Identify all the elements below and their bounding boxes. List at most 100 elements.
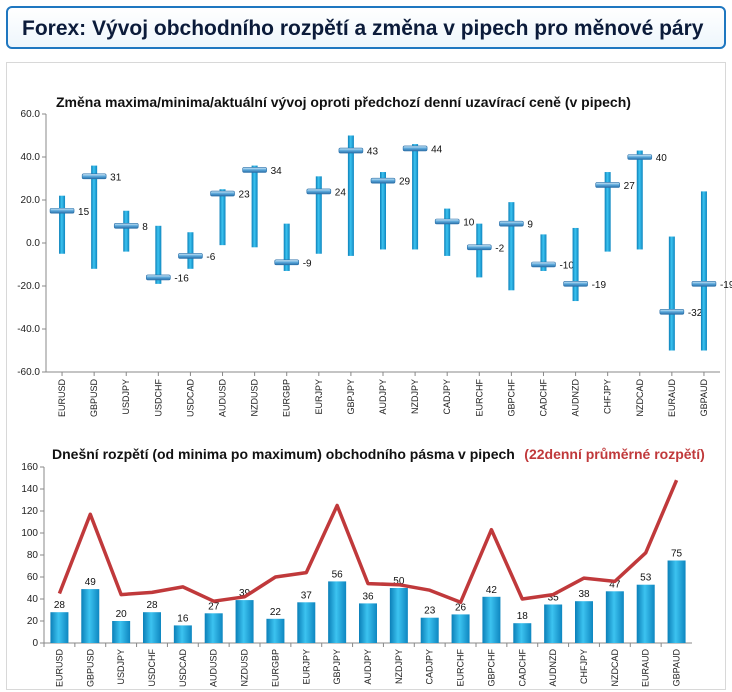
chart2-data-label: 38 <box>578 589 590 600</box>
chart1-data-label: 24 <box>335 187 347 198</box>
chart1-current-marker <box>499 220 524 227</box>
chart1-x-tick-label: NZDUSD <box>250 379 260 417</box>
chart1-current-marker <box>113 223 139 229</box>
chart2-data-label: 50 <box>393 576 405 587</box>
chart1-x-tick-label: GBPAUD <box>699 379 709 417</box>
chart1-x-tick-label: EURCHF <box>474 378 484 416</box>
chart1-data-label: -16 <box>174 273 189 284</box>
chart1-data-label: -2 <box>495 243 504 254</box>
chart1-range-bar <box>476 223 483 278</box>
chart1-range-bar <box>283 223 290 271</box>
chart2-x-tick-label: USDCAD <box>178 649 188 688</box>
chart2-bar <box>328 581 347 643</box>
chart2-x-tick-label: GBPAUD <box>672 649 682 687</box>
chart1-range-bar <box>347 135 354 256</box>
chart1-current-marker <box>242 167 267 173</box>
chart1-range-bar <box>540 234 547 271</box>
chart1-current-marker <box>146 274 171 281</box>
chart2-y-tick-label: 80 <box>27 550 39 561</box>
chart1-current-marker <box>434 218 460 225</box>
chart2-data-label: 20 <box>116 609 128 620</box>
chart1-data-label: -19 <box>720 280 732 291</box>
chart1-range-bar <box>91 165 98 269</box>
chart1-axes: 60.0 40.0 20.0 0.0 -20.0 -40.0 -60.0 EURUSD GBPU… <box>17 109 720 417</box>
chart1-data-label: 43 <box>367 147 379 158</box>
chart1-range-bar <box>219 189 226 246</box>
chart2-bar <box>513 623 532 643</box>
chart2-x-tick-label: EURAUD <box>641 649 651 688</box>
chart1-x-tick-label: GBPUSD <box>89 379 99 418</box>
chart2-title: Dnešní rozpětí (od minima po maximum) ob… <box>52 446 705 463</box>
chart2-x-tick-label: EURUSD <box>54 649 64 688</box>
chart2-y-tick-label: 140 <box>21 484 38 495</box>
chart1-range-bar <box>572 227 579 302</box>
chart1-data-label: -32 <box>688 308 703 319</box>
chart1-x-tick-label: AUDUSD <box>218 379 228 418</box>
chart1-data-label: 40 <box>656 153 668 164</box>
chart1-current-marker <box>274 259 300 266</box>
chart1-current-marker <box>178 253 203 259</box>
chart1-x-tick-label: USDJPY <box>121 379 131 415</box>
chart2-title-extra: (22denní průměrné rozpětí) <box>524 446 704 462</box>
chart2-x-tick-label: EURGBP <box>270 649 280 687</box>
chart2-bar <box>667 560 686 643</box>
chart2-x-tick-label: CADCHF <box>517 648 527 686</box>
chart2-bar <box>112 621 131 643</box>
chart1-current-marker <box>210 190 235 197</box>
chart2-data-label: 27 <box>208 601 220 612</box>
chart1-y-tick-label: 20.0 <box>21 195 41 206</box>
chart1-data-label: -10 <box>559 261 574 272</box>
chart2-axes: 160 140 120 100 80 60 40 20 0 EURUSD GBPUSD USDJPY U… <box>21 462 692 687</box>
chart1-data-label: 34 <box>271 166 283 177</box>
chart2-y-tick-label: 160 <box>21 462 38 473</box>
chart2-title-main: Dnešní rozpětí (od minima po maximum) ob… <box>52 446 515 462</box>
chart1-x-tick-label: USDCAD <box>185 379 195 418</box>
chart2-x-tick-label: EURJPY <box>301 649 311 685</box>
chart2-data-label: 39 <box>239 588 251 599</box>
chart2-x-tick-label: AUDNZD <box>548 649 558 687</box>
chart1-range-bar <box>380 172 386 250</box>
chart1-x-tick-label: CADCHF <box>538 378 548 416</box>
chart1-current-marker <box>531 261 556 268</box>
chart1-current-marker <box>306 188 332 195</box>
chart1-range-bar <box>251 165 258 248</box>
chart1-range-bar <box>636 150 643 250</box>
chart1-current-marker <box>466 244 492 251</box>
chart2-bar <box>636 584 655 643</box>
chart2-bar <box>420 617 439 643</box>
chart1-range-bar <box>668 236 675 351</box>
chart1-range-bar <box>187 232 194 269</box>
chart1-current-marker <box>691 281 717 287</box>
chart2-bar <box>575 601 593 643</box>
chart2-data-label: 22 <box>270 607 282 618</box>
chart1-marks: 15 31 8 -16 -6 23 34 -9 24 43 29 44 10 -2 9 -10 -19 27 40 -… <box>49 135 732 351</box>
chart2-x-tick-label: AUDUSD <box>209 649 219 688</box>
chart1-x-tick-label: EURGBP <box>282 379 292 417</box>
chart2-bar <box>50 612 69 643</box>
chart2-data-label: 16 <box>177 613 189 624</box>
chart2-bar <box>143 612 161 643</box>
chart1-range-bar <box>59 195 66 254</box>
chart1-data-label: 44 <box>431 144 443 155</box>
chart2-bar <box>359 603 377 643</box>
chart2-data-label: 26 <box>455 602 467 613</box>
chart2-data-label: 75 <box>671 549 683 560</box>
chart1-current-marker <box>627 154 653 160</box>
chart2-bar <box>266 618 285 643</box>
chart1-range-bar <box>315 176 322 254</box>
chart2-data-label: 23 <box>424 606 436 617</box>
chart1-x-tick-label: NZDJPY <box>410 379 420 414</box>
chart1-range-bar <box>700 191 707 351</box>
chart1-data-label: 23 <box>239 190 251 201</box>
chart2-marks: 28 49 20 28 16 27 39 22 37 56 36 50 23 26 42 18 35 38 47 53… <box>50 479 686 643</box>
chart2-data-label: 18 <box>517 611 529 622</box>
chart1-title: Změna maxima/minima/aktuální vývoj oprot… <box>56 94 631 110</box>
chart1-data-label: -9 <box>303 258 312 269</box>
chart1-x-tick-label: GBPCHF <box>506 379 516 417</box>
chart2-data-label: 28 <box>146 600 158 611</box>
chart1-current-marker <box>563 281 588 287</box>
chart1-x-tick-label: CHFJPY <box>603 379 613 414</box>
chart1-x-tick-label: EURAUD <box>667 379 677 418</box>
chart1-y-tick-label: -20.0 <box>17 281 40 292</box>
chart1-range-bar <box>444 208 451 256</box>
